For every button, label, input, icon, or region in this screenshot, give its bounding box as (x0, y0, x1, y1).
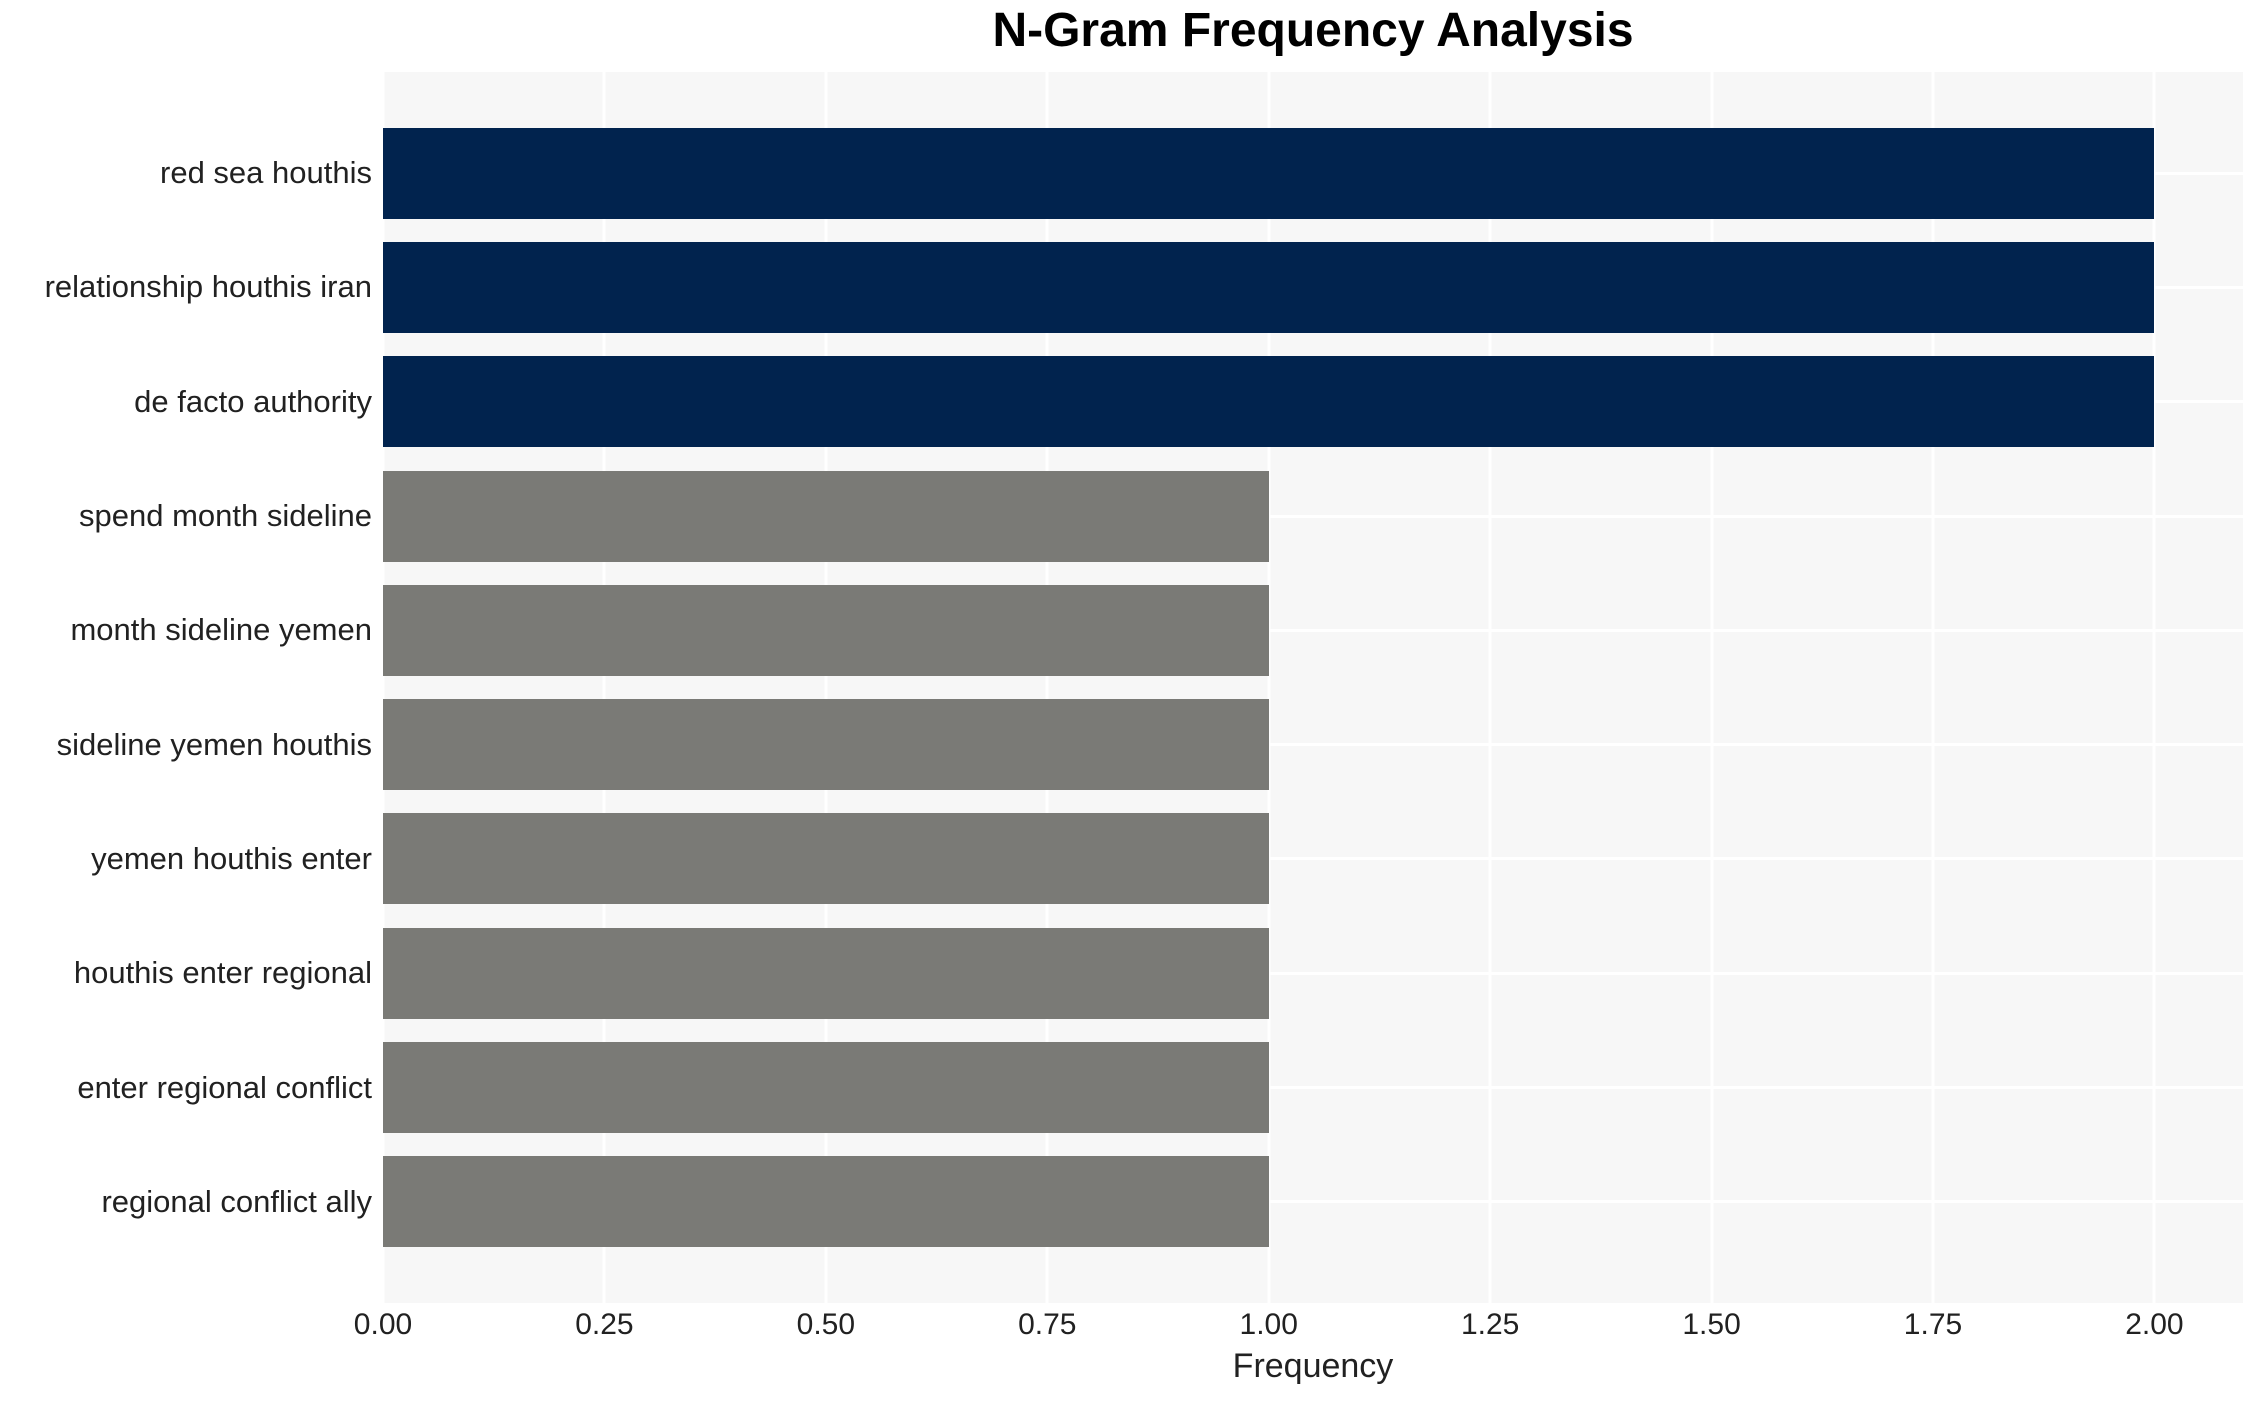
y-axis-tick-labels: red sea houthis relationship houthis iran… (0, 72, 372, 1303)
x-gridline (602, 72, 606, 1303)
y-tick-label: de facto authority (134, 383, 372, 419)
plot-area (383, 72, 2243, 1303)
bar-yemen-houthis-enter (383, 813, 1269, 905)
bar-red-sea-houthis (383, 127, 2155, 219)
bar-enter-regional-conflict (383, 1042, 1269, 1134)
x-tick-label: 0.00 (353, 1308, 413, 1341)
x-gridline (1931, 72, 1935, 1303)
chart-title: N-Gram Frequency Analysis (992, 4, 1634, 57)
bar-sideline-yemen-houthis (383, 699, 1269, 791)
x-tick-label: 0.75 (1018, 1308, 1077, 1341)
y-tick-label: red sea houthis (160, 155, 372, 191)
x-gridline (2152, 72, 2156, 1303)
x-axis-tick-labels: 0.00 0.25 0.50 0.75 1.00 1.25 1.50 1.75 2.00 (354, 1308, 2243, 1346)
x-tick-label: 0.25 (575, 1308, 634, 1341)
x-gridline (1488, 72, 1492, 1303)
y-tick-label: sideline yemen houthis (56, 726, 372, 762)
y-gridline (383, 743, 2243, 747)
bar-houthis-enter-regional (383, 927, 1269, 1019)
y-gridline (383, 971, 2243, 975)
x-gridline (1710, 72, 1714, 1303)
x-gridline (383, 72, 385, 1303)
y-gridline (383, 857, 2243, 861)
y-gridline (383, 1086, 2243, 1090)
y-gridline (383, 1200, 2243, 1204)
x-gridline (824, 72, 828, 1303)
y-gridline (383, 628, 2243, 632)
y-tick-label: regional conflict ally (101, 1183, 372, 1219)
x-tick-label: 2.00 (2125, 1308, 2184, 1341)
y-gridline (383, 514, 2243, 518)
bar-relationship-houthis-iran (383, 241, 2155, 333)
y-tick-label: month sideline yemen (70, 612, 372, 648)
x-tick-label: 1.75 (1903, 1308, 1963, 1341)
y-tick-label: enter regional conflict (77, 1069, 372, 1105)
x-tick-label: 1.50 (1682, 1308, 1741, 1341)
bar-de-facto-authority (383, 356, 2155, 448)
x-tick-label: 0.50 (796, 1308, 856, 1341)
bar-spend-month-sideline (383, 470, 1269, 562)
y-tick-label: relationship houthis iran (44, 269, 372, 305)
y-tick-label: spend month sideline (79, 498, 372, 534)
x-tick-label: 1.25 (1460, 1308, 1520, 1341)
bar-regional-conflict-ally (383, 1156, 1269, 1248)
x-gridline (1045, 72, 1049, 1303)
y-tick-label: houthis enter regional (73, 955, 372, 991)
x-axis-title: Frequency (1232, 1347, 1394, 1385)
bar-month-sideline-yemen (383, 584, 1269, 676)
x-tick-label: 1.00 (1239, 1308, 1298, 1341)
y-tick-label: yemen houthis enter (91, 840, 372, 876)
x-gridline (1267, 72, 1271, 1303)
